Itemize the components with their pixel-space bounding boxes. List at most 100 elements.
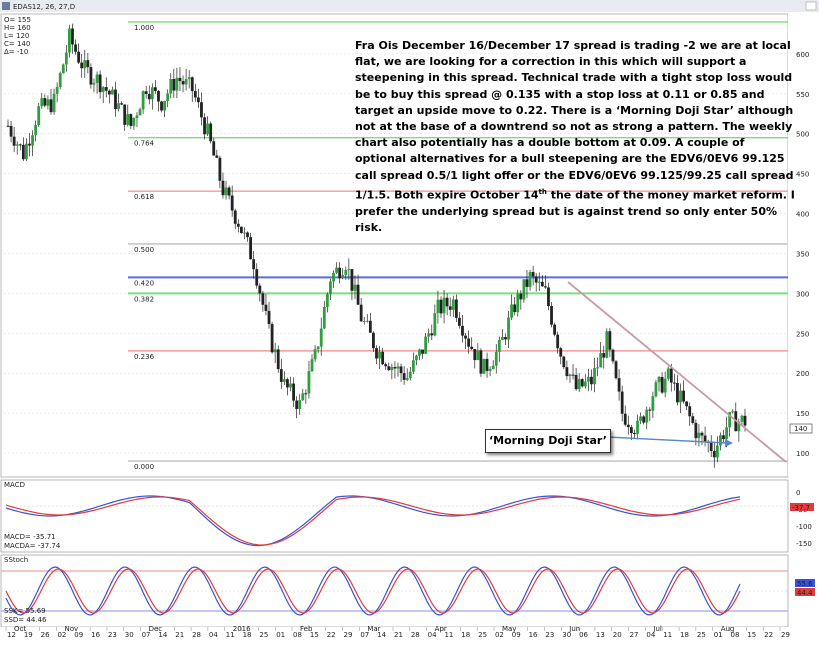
fib-label: 0.000 xyxy=(134,463,154,471)
price-axis-tick: 350 xyxy=(796,250,809,258)
candle-body xyxy=(393,367,397,369)
time-day-label: 27 xyxy=(630,631,639,639)
candle-body xyxy=(101,87,105,93)
candle-body xyxy=(611,349,615,362)
candle-body xyxy=(411,360,415,372)
candle-body xyxy=(282,379,286,382)
candle-body xyxy=(304,393,308,395)
time-day-label: 21 xyxy=(175,631,184,639)
candle-body xyxy=(267,310,271,325)
candle-body xyxy=(221,180,225,196)
candle-body xyxy=(580,379,584,387)
window-control[interactable] xyxy=(805,1,817,11)
candle-body xyxy=(381,351,385,365)
candle-body xyxy=(316,346,320,350)
macd-readout: MACD= -35.71 xyxy=(4,533,56,541)
candle-body xyxy=(676,382,679,403)
candle-body xyxy=(617,378,621,392)
candle-body xyxy=(52,93,56,113)
info-line: H= 160 xyxy=(4,24,31,32)
info-line: C= 140 xyxy=(4,40,30,48)
candle-body xyxy=(301,393,305,401)
candle-body xyxy=(565,367,569,377)
candle-body xyxy=(276,349,280,370)
title-bar xyxy=(0,0,819,12)
candle-body xyxy=(117,103,120,109)
candle-body xyxy=(255,269,259,286)
candle-body xyxy=(193,91,197,98)
candle-body xyxy=(556,334,560,349)
time-day-label: 23 xyxy=(545,631,554,639)
candle-body xyxy=(470,346,474,350)
price-axis-tick: 500 xyxy=(796,131,809,139)
commentary-sup: th xyxy=(538,187,547,196)
candle-body xyxy=(737,421,741,432)
time-month-label: May xyxy=(502,625,516,633)
candle-body xyxy=(375,348,378,359)
candle-body xyxy=(537,281,541,283)
time-day-label: 22 xyxy=(764,631,773,639)
candle-body xyxy=(372,332,375,349)
candle-body xyxy=(485,358,489,371)
candle-body xyxy=(77,51,81,63)
stoch-k-badge xyxy=(795,579,815,587)
macd-axis-tick: -150 xyxy=(796,540,812,548)
candle-body xyxy=(476,350,480,361)
candle-body xyxy=(295,400,299,409)
candle-body xyxy=(246,232,249,238)
candle-body xyxy=(666,368,670,379)
candle-body xyxy=(626,424,630,428)
price-axis xyxy=(788,14,819,477)
candle-body xyxy=(178,77,182,82)
time-day-label: 23 xyxy=(108,631,117,639)
candle-body xyxy=(292,383,295,401)
candle-body xyxy=(497,339,501,352)
candle-body xyxy=(80,62,84,69)
time-day-label: 08 xyxy=(731,631,740,639)
candle-body xyxy=(252,259,256,270)
candle-body xyxy=(43,98,47,106)
candle-body xyxy=(325,294,329,307)
macd-signal-line xyxy=(5,496,741,546)
candle-body xyxy=(593,367,596,385)
candle-body xyxy=(126,114,130,125)
time-day-label: 07 xyxy=(360,631,369,639)
candle-body xyxy=(740,415,744,422)
macd-axis-tick: 0 xyxy=(796,489,800,497)
candle-body xyxy=(636,420,639,434)
candle-body xyxy=(215,155,219,158)
price-axis-tick: 200 xyxy=(796,370,809,378)
time-day-label: 14 xyxy=(158,631,167,639)
stoch-label: SStoch xyxy=(4,556,28,564)
candle-body xyxy=(227,187,231,196)
time-day-label: 04 xyxy=(209,631,218,639)
candle-body xyxy=(464,335,467,339)
candle-body xyxy=(663,378,667,393)
candle-body xyxy=(415,355,418,361)
candle-body xyxy=(181,81,185,85)
stoch-k-line xyxy=(5,566,741,616)
candle-body xyxy=(657,376,661,383)
candle-body xyxy=(378,351,381,359)
time-day-label: 12 xyxy=(7,631,16,639)
time-day-label: 09 xyxy=(74,631,83,639)
candle-body xyxy=(651,396,655,411)
candle-body xyxy=(187,77,191,80)
candle-body xyxy=(583,381,587,387)
price-axis-tick: 300 xyxy=(796,290,809,298)
candle-body xyxy=(418,349,421,356)
candle-body xyxy=(436,299,440,314)
price-axis-tick: 150 xyxy=(796,410,809,418)
candle-body xyxy=(697,432,701,439)
candle-body xyxy=(608,331,612,350)
candle-body xyxy=(399,366,403,374)
candle-body xyxy=(550,306,553,325)
candle-body xyxy=(71,28,74,45)
time-month-label: Jul xyxy=(652,625,662,633)
time-day-label: 20 xyxy=(613,631,622,639)
candle-body xyxy=(261,293,265,305)
candle-body xyxy=(743,415,747,426)
time-day-label: 01 xyxy=(714,631,723,639)
